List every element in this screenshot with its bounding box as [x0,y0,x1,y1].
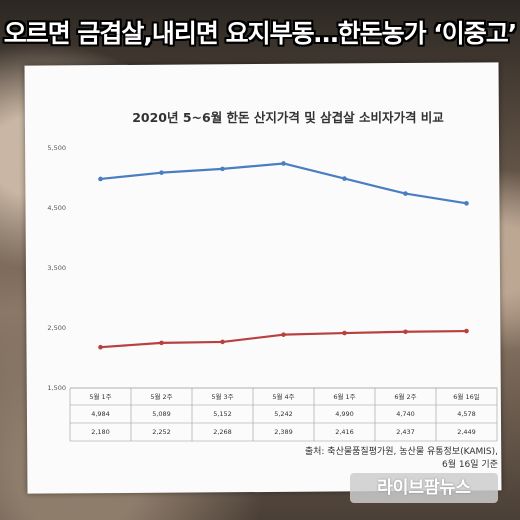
data-point [159,170,164,175]
y-tick-label: 2,500 [47,324,66,332]
headline: 오르면 금겹살,내리면 요지부동…한돈농가 ‘이중고’ [3,19,518,48]
data-label: 4,578 [457,410,476,418]
y-tick-label: 1,500 [47,384,66,392]
x-tick-label: 5월 4주 [272,392,294,401]
x-tick-label: 5월 1주 [89,392,111,401]
data-label: 2,437 [396,428,415,436]
data-point [464,328,469,334]
x-tick-label: 6월 16일 [453,392,479,401]
data-label: 2,449 [457,428,476,436]
data-label: 2,180 [91,428,110,436]
data-point [220,166,225,172]
data-point [159,340,164,346]
y-tick-label: 4,500 [47,204,66,212]
data-label: 2,416 [335,428,354,436]
data-point [403,329,408,335]
y-tick-label: 3,500 [47,264,66,272]
series-line [100,162,467,205]
chart-title: 2020년 5~6월 한돈 산지가격 및 삼겹살 소비자가격 비교 [132,110,444,125]
data-point [281,161,286,166]
watermark-logo: 라이브팜뉴스 [350,473,498,503]
chart-series [98,161,469,350]
source-line-2: 6월 16일 기준 [442,458,498,470]
data-point [220,339,225,345]
y-tick-label: 5,500 [47,144,66,152]
data-point [98,344,103,350]
data-label: 2,268 [213,428,232,436]
source-line-1: 출처: 축산물품질평가원, 농산물 유통정보(KAMIS), [305,445,498,457]
x-tick-label: 5월 2주 [150,392,172,401]
data-label: 4,740 [396,410,415,418]
data-label: 2,389 [274,428,293,436]
x-tick-label: 6월 1주 [333,392,355,401]
data-point [403,191,408,196]
data-point [342,176,347,181]
chart-axes: 1,500 2,500 3,500 4,500 5,500 [47,144,66,392]
data-point [281,332,286,337]
data-point [342,330,347,336]
x-tick-label: 5월 3주 [211,392,233,401]
data-label: 4,990 [335,410,354,418]
data-table: 5월 1주 5월 2주 5월 3주 5월 4주 6월 1주 6월 2주 6월 16일 4,98… [69,387,498,442]
data-label: 2,252 [152,428,171,436]
data-label: 4,984 [91,410,110,418]
data-label: 5,152 [213,410,232,418]
data-point [98,176,103,182]
x-tick-label: 6월 2주 [394,392,416,401]
data-label: 5,089 [152,410,171,418]
data-label: 5,242 [274,410,293,418]
data-point [464,201,469,206]
